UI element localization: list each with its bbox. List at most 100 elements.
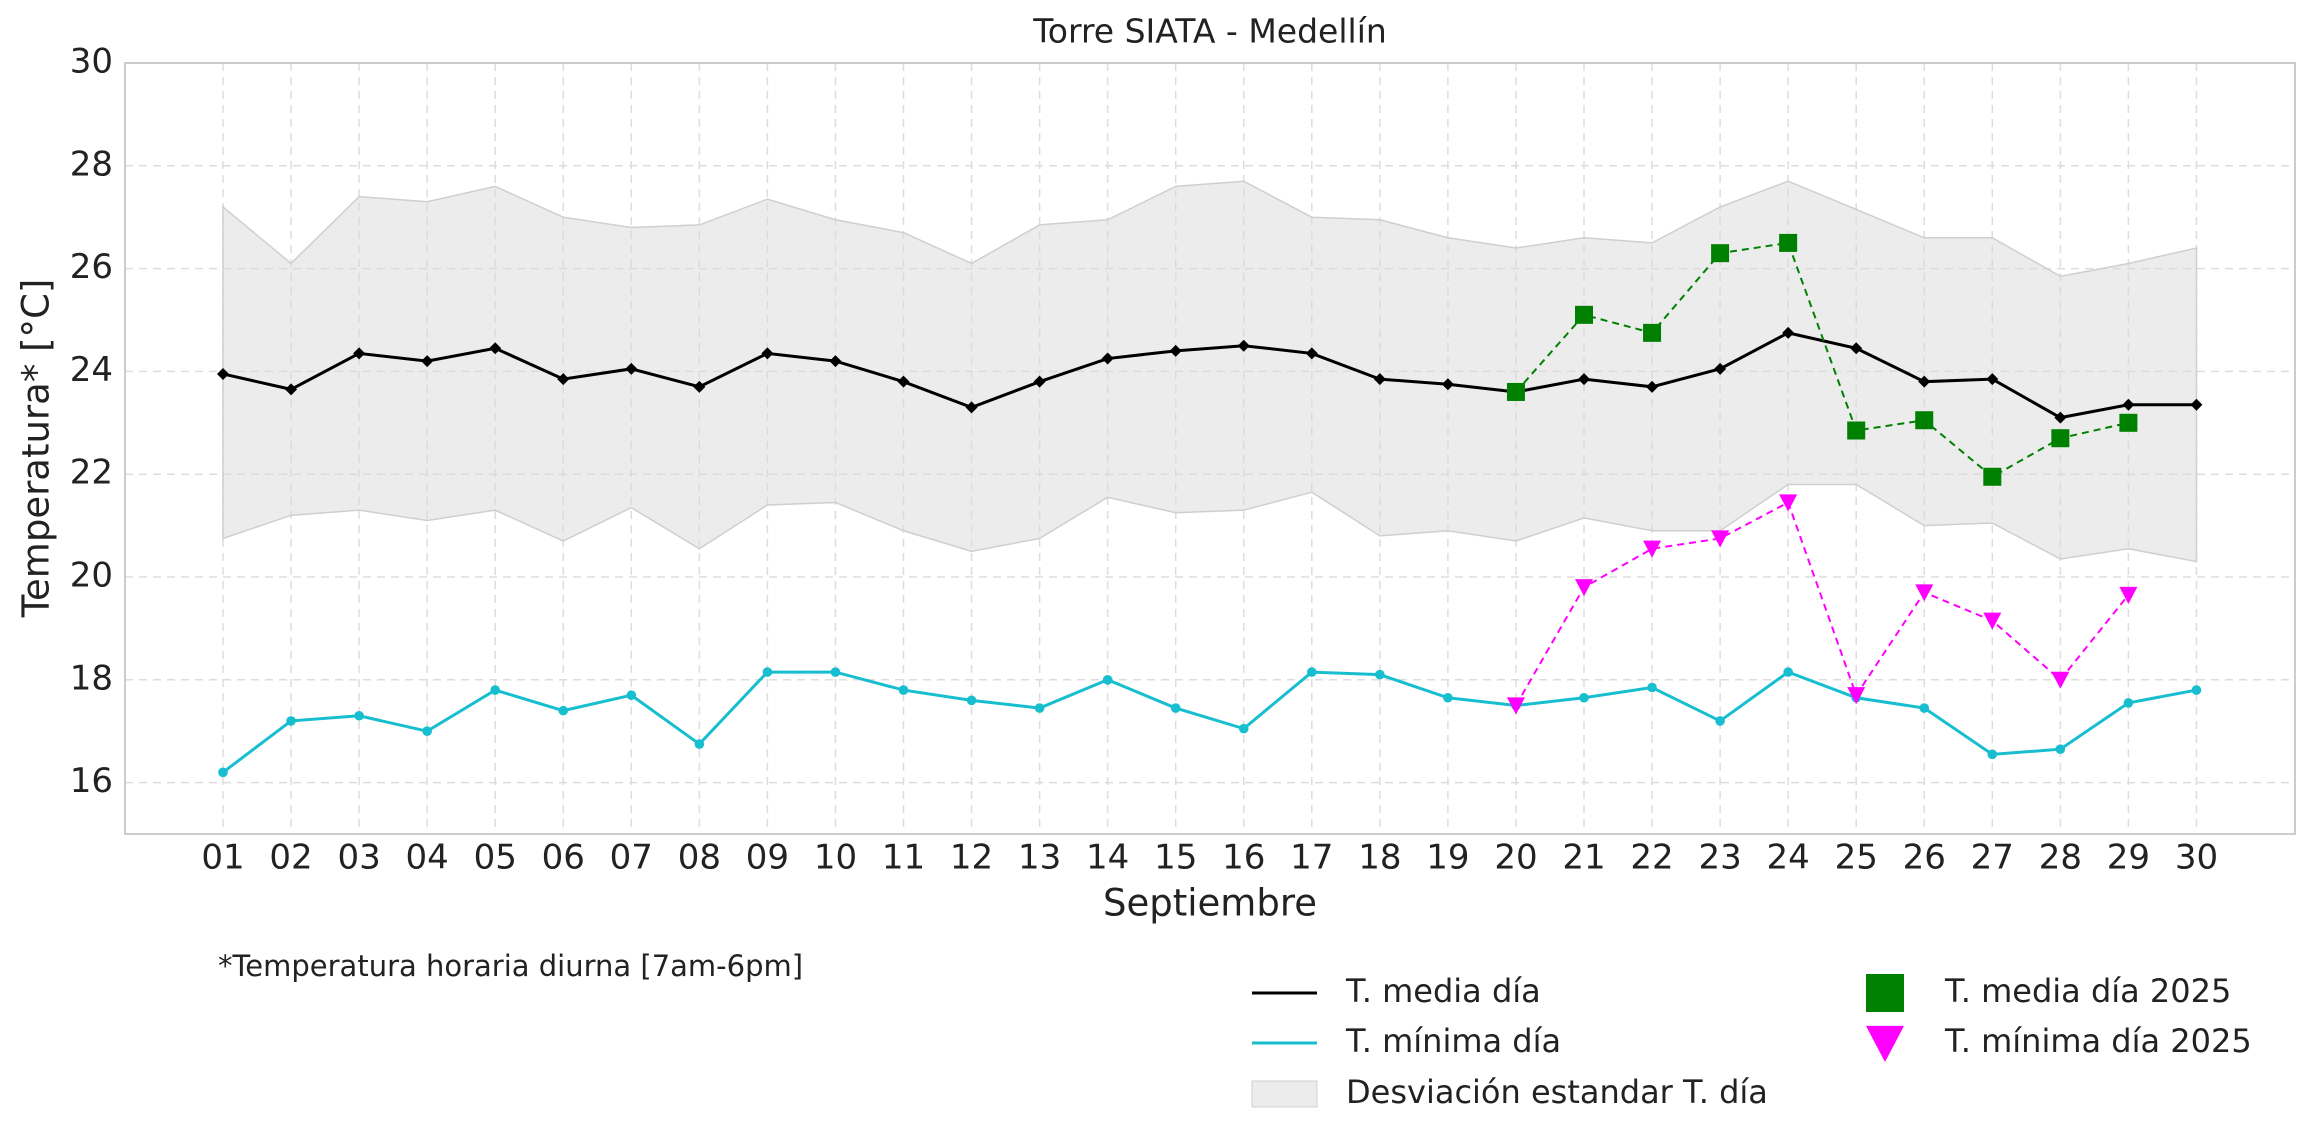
- marker: [1647, 682, 1657, 693]
- marker: [1307, 667, 1317, 677]
- series-line: [1515, 241, 2129, 478]
- marker: [2051, 671, 2070, 689]
- x-tick-label: 07: [610, 838, 653, 878]
- marker: [1506, 382, 1525, 401]
- x-tick-label: 13: [1018, 838, 1061, 878]
- marker: [1237, 339, 1250, 352]
- marker: [965, 401, 978, 414]
- x-tick-label: 09: [746, 838, 789, 878]
- x-tick-label: 05: [474, 838, 517, 878]
- marker: [966, 695, 977, 706]
- marker: [898, 685, 909, 695]
- x-tick-label: 19: [1426, 838, 1469, 878]
- legend-label: T. mínima día: [1345, 1022, 1561, 1060]
- marker: [1915, 411, 1934, 430]
- y-tick-label: 20: [70, 556, 113, 596]
- x-tick-label: 17: [1290, 838, 1333, 878]
- series-line: [222, 331, 2197, 420]
- marker: [2055, 744, 2066, 754]
- legend-swatch: [1251, 1080, 1318, 1108]
- marker: [762, 667, 773, 677]
- legend-label: Desviación estandar T. día: [1346, 1073, 1768, 1111]
- marker: [2190, 398, 2203, 411]
- x-tick-label: 06: [542, 838, 585, 878]
- x-tick-label: 21: [1562, 838, 1605, 878]
- x-tick-label: 30: [2175, 838, 2218, 878]
- marker: [1850, 342, 1863, 355]
- marker: [1643, 323, 1662, 342]
- x-tick-label: 04: [406, 838, 449, 878]
- x-tick-label: 25: [1835, 838, 1878, 878]
- marker: [1779, 233, 1798, 252]
- marker: [830, 667, 841, 677]
- marker: [1779, 494, 1798, 512]
- x-tick-label: 14: [1086, 838, 1129, 878]
- marker: [558, 705, 569, 716]
- marker: [1646, 380, 1659, 393]
- marker: [1847, 421, 1866, 440]
- marker: [1866, 974, 1904, 1012]
- marker: [1443, 692, 1453, 703]
- x-tick-label: 15: [1154, 838, 1197, 878]
- y-tick-label: 30: [70, 42, 113, 82]
- marker: [1987, 749, 1998, 760]
- marker: [421, 355, 434, 368]
- x-tick-label: 11: [882, 838, 925, 878]
- marker: [694, 739, 705, 749]
- marker: [354, 710, 364, 721]
- marker: [2051, 429, 2070, 448]
- marker: [761, 347, 774, 360]
- y-axis-label: Temperatura* [°C]: [15, 279, 58, 619]
- marker: [218, 767, 228, 778]
- marker: [422, 726, 432, 736]
- marker: [1919, 703, 1930, 713]
- x-tick-label: 24: [1767, 838, 1810, 878]
- marker: [1102, 675, 1113, 685]
- marker: [1915, 584, 1934, 602]
- marker: [1983, 612, 2002, 630]
- x-tick-label: 26: [1903, 838, 1946, 878]
- marker: [1866, 1025, 1904, 1062]
- legend-label: T. mínima día 2025: [1944, 1022, 2252, 1060]
- marker: [1375, 669, 1385, 680]
- marker: [217, 367, 229, 380]
- y-tick-label: 26: [70, 247, 113, 287]
- marker: [897, 375, 910, 388]
- marker: [1441, 378, 1454, 391]
- marker: [285, 383, 298, 396]
- marker: [1986, 373, 1999, 386]
- x-tick-label: 16: [1222, 838, 1265, 878]
- x-tick-label: 18: [1358, 838, 1401, 878]
- marker: [2123, 698, 2134, 708]
- x-tick-label: 01: [201, 838, 244, 878]
- marker: [2119, 586, 2138, 604]
- marker: [490, 685, 501, 695]
- marker: [829, 355, 842, 368]
- std-band: [222, 180, 2198, 563]
- x-tick-label: 02: [269, 838, 312, 878]
- marker: [1711, 530, 1730, 548]
- series-line: [222, 670, 2197, 774]
- marker: [286, 716, 296, 726]
- marker: [1575, 305, 1593, 324]
- marker: [1715, 716, 1725, 726]
- marker: [1918, 375, 1931, 388]
- x-tick-label: 03: [337, 838, 380, 878]
- marker: [1169, 344, 1182, 357]
- plot-frame: [124, 62, 2296, 835]
- marker: [1373, 373, 1386, 386]
- legend-label: T. media día: [1345, 972, 1541, 1010]
- marker: [1711, 244, 1730, 263]
- marker: [1238, 723, 1249, 734]
- y-tick-label: 16: [70, 761, 113, 801]
- marker: [2054, 411, 2067, 424]
- marker: [557, 373, 570, 386]
- x-tick-label: 12: [950, 838, 993, 878]
- marker: [1782, 326, 1795, 339]
- x-tick-label: 28: [2039, 838, 2082, 878]
- marker: [1643, 540, 1662, 558]
- marker: [1170, 703, 1181, 713]
- marker: [1578, 373, 1590, 386]
- marker: [1305, 347, 1318, 360]
